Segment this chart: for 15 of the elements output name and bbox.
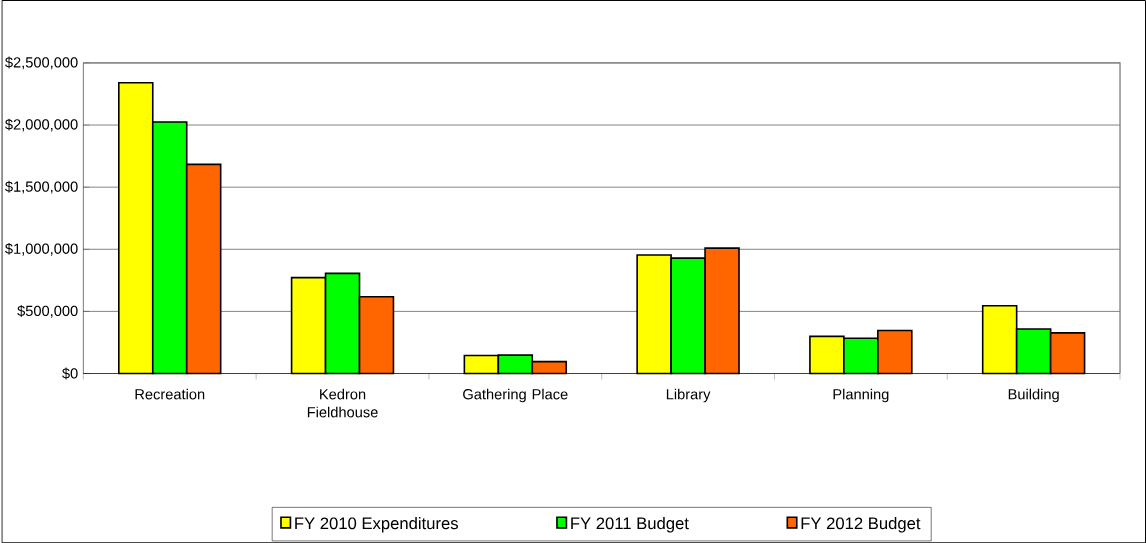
legend-label: FY 2011 Budget [571, 516, 689, 533]
y-tick-label: $1,500,000 [5, 180, 78, 194]
y-tick-label: $0 [62, 367, 78, 380]
x-tick-label: Recreation [135, 388, 205, 400]
x-tick-label: Kedron Fieldhouse [307, 388, 378, 418]
x-tick-label: Gathering Place [463, 388, 568, 403]
x-tick-label: Building [1008, 388, 1059, 403]
x-tick-label: Library [666, 388, 711, 403]
y-tick-label: $1,000,000 [5, 242, 78, 256]
legend-label: FY 2010 Expenditures [295, 516, 458, 533]
y-tick-label: $2,000,000 [5, 118, 78, 132]
y-tick-label: $500,000 [17, 304, 78, 318]
x-tick-label: Planning [833, 388, 889, 403]
legend-label: FY 2012 Budget [801, 516, 921, 533]
y-tick-label: $2,500,000 [5, 56, 78, 70]
